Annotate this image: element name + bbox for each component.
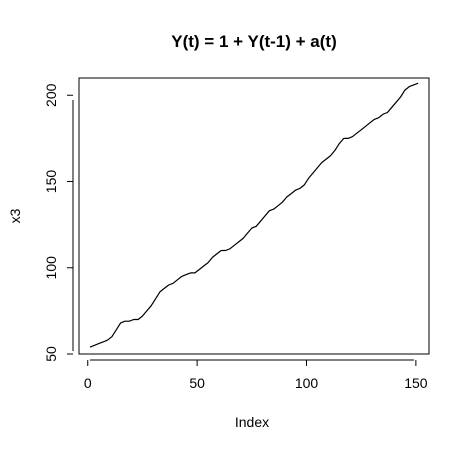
- plot-area-frame: [78, 77, 430, 355]
- y-tick-label: 50: [43, 346, 59, 362]
- y-axis: 50 100 150 200: [43, 83, 74, 362]
- series-line: [89, 82, 419, 348]
- x-tick-label: 150: [404, 375, 428, 391]
- x-axis-title: Index: [235, 414, 269, 430]
- chart-title: Y(t) = 1 + Y(t-1) + a(t): [171, 32, 336, 51]
- x-tick-label: 50: [189, 375, 205, 391]
- x-tick-label: 100: [295, 375, 319, 391]
- series-layer: [89, 82, 419, 348]
- x-tick-label: 0: [84, 375, 92, 391]
- x-axis: 0 50 100 150: [84, 359, 428, 391]
- y-tick-label: 150: [43, 170, 59, 194]
- y-axis-title: x3: [7, 208, 23, 223]
- y-tick-label: 100: [43, 256, 59, 280]
- y-tick-label: 200: [43, 83, 59, 107]
